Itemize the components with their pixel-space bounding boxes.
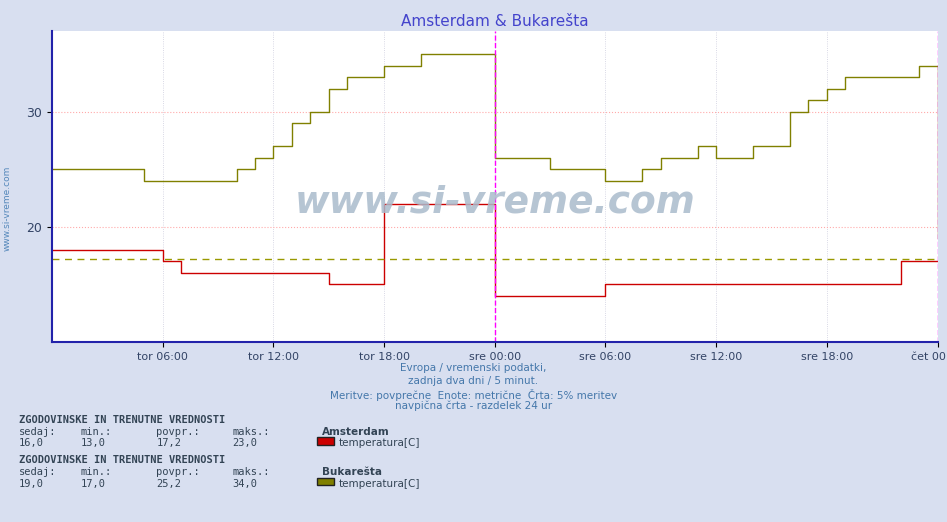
Text: maks.:: maks.: [232, 427, 270, 437]
Text: navpična črta - razdelek 24 ur: navpična črta - razdelek 24 ur [395, 400, 552, 411]
Text: 13,0: 13,0 [80, 438, 105, 448]
Text: www.si-vreme.com: www.si-vreme.com [2, 166, 11, 252]
Text: 19,0: 19,0 [19, 479, 44, 489]
Text: Evropa / vremenski podatki,: Evropa / vremenski podatki, [401, 363, 546, 373]
Text: ZGODOVINSKE IN TRENUTNE VREDNOSTI: ZGODOVINSKE IN TRENUTNE VREDNOSTI [19, 415, 225, 425]
Text: Meritve: povprečne  Enote: metrične  Črta: 5% meritev: Meritve: povprečne Enote: metrične Črta:… [330, 389, 617, 401]
Text: 17,0: 17,0 [80, 479, 105, 489]
Text: www.si-vreme.com: www.si-vreme.com [295, 184, 695, 220]
Text: 23,0: 23,0 [232, 438, 257, 448]
Text: min.:: min.: [80, 467, 112, 477]
Title: Amsterdam & Bukarešta: Amsterdam & Bukarešta [401, 14, 589, 29]
Text: Bukarešta: Bukarešta [322, 467, 382, 477]
Text: sedaj:: sedaj: [19, 427, 57, 437]
Text: povpr.:: povpr.: [156, 427, 200, 437]
Text: ZGODOVINSKE IN TRENUTNE VREDNOSTI: ZGODOVINSKE IN TRENUTNE VREDNOSTI [19, 455, 225, 465]
Text: Amsterdam: Amsterdam [322, 427, 390, 437]
Text: 34,0: 34,0 [232, 479, 257, 489]
Text: 25,2: 25,2 [156, 479, 181, 489]
Text: 17,2: 17,2 [156, 438, 181, 448]
Text: zadnja dva dni / 5 minut.: zadnja dva dni / 5 minut. [408, 376, 539, 386]
Text: min.:: min.: [80, 427, 112, 437]
Text: sedaj:: sedaj: [19, 467, 57, 477]
Text: povpr.:: povpr.: [156, 467, 200, 477]
Text: temperatura[C]: temperatura[C] [339, 438, 420, 448]
Text: maks.:: maks.: [232, 467, 270, 477]
Text: temperatura[C]: temperatura[C] [339, 479, 420, 489]
Text: 16,0: 16,0 [19, 438, 44, 448]
